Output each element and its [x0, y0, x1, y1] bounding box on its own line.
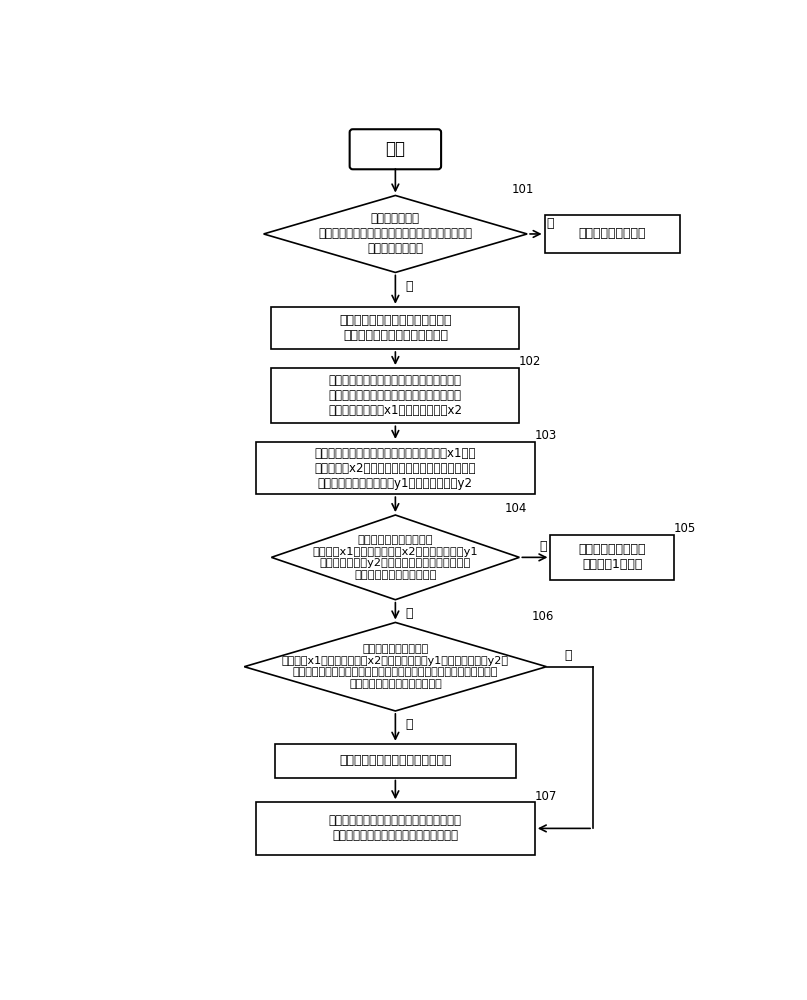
Bar: [271, 307, 520, 349]
Text: 识别装置根据图像中的像素点的颜色、最大
横坐标值和最大纵坐标值，获取图像中的段
码的第一横坐标值x1和第二横坐标值x2: 识别装置根据图像中的像素点的颜色、最大 横坐标值和最大纵坐标值，获取图像中的段 …: [328, 374, 462, 417]
Text: 开始: 开始: [386, 140, 405, 158]
Bar: [275, 744, 516, 778]
Text: 识别装置根据各个笔段标识，识别该段码表
示的数字，标识该段码表示的数字，结束: 识别装置根据各个笔段标识，识别该段码表 示的数字，标识该段码表示的数字，结束: [329, 814, 462, 842]
Polygon shape: [271, 515, 520, 600]
Text: 否: 否: [406, 607, 413, 620]
Text: 101: 101: [512, 183, 534, 196]
Text: 获取图像的宽作为最大横坐标值，
获取图像的高作为最大纵坐标值: 获取图像的宽作为最大横坐标值， 获取图像的高作为最大纵坐标值: [339, 314, 452, 342]
Text: 104: 104: [504, 502, 527, 515]
Text: 103: 103: [534, 429, 557, 442]
Bar: [545, 215, 680, 253]
Bar: [271, 368, 520, 423]
Text: 是: 是: [406, 280, 413, 293]
Text: 识别装置识别该段码
表示数字1，结束: 识别装置识别该段码 表示数字1，结束: [579, 543, 646, 571]
Text: 102: 102: [519, 355, 541, 368]
Text: 否: 否: [546, 217, 554, 230]
Text: 显示错误信息，结束: 显示错误信息，结束: [579, 227, 646, 240]
Polygon shape: [264, 195, 527, 272]
FancyBboxPatch shape: [349, 129, 441, 169]
Bar: [256, 442, 535, 494]
Text: 将识别装置中对应的笔段标识置位: 将识别装置中对应的笔段标识置位: [339, 754, 452, 767]
Text: 识别装置根据接
收到的图像路径，获取对应的图像，判断是否能够
获取到对应的图像: 识别装置根据接 收到的图像路径，获取对应的图像，判断是否能够 获取到对应的图像: [319, 212, 472, 255]
Bar: [256, 802, 535, 855]
Text: 识别装置根据段码的第
横坐标值x1、第二横坐标值x2、第一纵坐标值y1和第二纵坐标值y2，
得到各个笔段采样区域的坐标，在笔段采样区域内进行采样，判断笔段
采样: 识别装置根据段码的第 横坐标值x1、第二横坐标值x2、第一纵坐标值y1和第二纵坐…: [282, 644, 509, 689]
Text: 否: 否: [564, 649, 572, 662]
Text: 是: 是: [539, 540, 546, 553]
Polygon shape: [245, 622, 546, 711]
Bar: [550, 535, 675, 580]
Text: 106: 106: [532, 610, 554, 623]
Text: 107: 107: [534, 790, 557, 803]
Text: 105: 105: [674, 522, 696, 535]
Text: 识别装置根据图像中的段码的第一横坐标值x1、第
二横坐标值x2和图像中的像素点的颜色，获取图像
中的段码的第一纵坐标值y1和第二纵坐标值y2: 识别装置根据图像中的段码的第一横坐标值x1、第 二横坐标值x2和图像中的像素点的…: [315, 447, 476, 490]
Text: 是: 是: [406, 718, 413, 731]
Text: 识别装置根据段码的第一
横坐标值x1、第二横坐标值x2、第一纵坐标值y1
和第二纵坐标值y2，判断段码范围的高度与宽度
的比例是否大于第三预设值: 识别装置根据段码的第一 横坐标值x1、第二横坐标值x2、第一纵坐标值y1 和第二…: [312, 535, 479, 580]
